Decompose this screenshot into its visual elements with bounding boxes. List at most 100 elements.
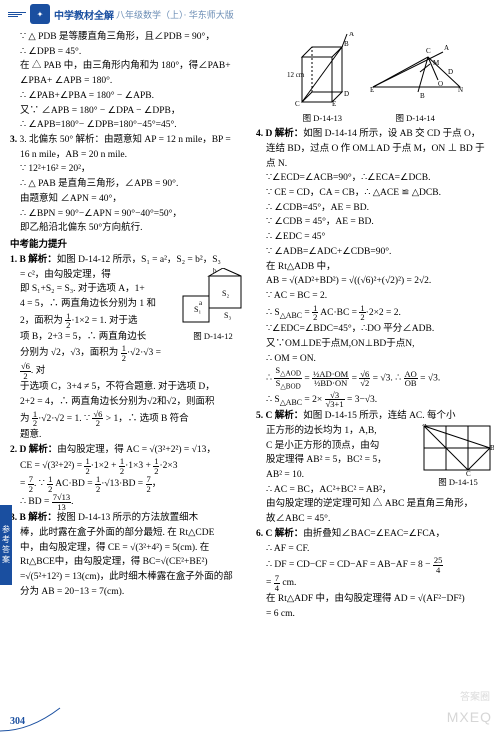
text-line: AB = √(AD²+BD²) = √((√6)²+(√2)²) = 2√2. xyxy=(256,274,494,289)
text-line: = 72. ∵ 12 AC·BD = 12·√13·BD = 72， xyxy=(10,475,248,493)
svg-text:A: A xyxy=(349,32,354,38)
sidebar-label: 参考答案 xyxy=(0,505,12,585)
svg-text:C: C xyxy=(466,470,471,476)
text-line: 按图 D-14-13 所示的方法放置细木 xyxy=(57,513,198,523)
series-logo: ✦ xyxy=(30,4,50,24)
text-line: 16 n mile，AB = 20 n mile. xyxy=(10,148,248,163)
q6-label: 6. C 解析： xyxy=(256,529,303,539)
series-title: 中学教材全解 xyxy=(54,7,114,22)
text-line: 为 12·√2·√2 = 1. ∵ √62 > 1，∴ 选项 B 符合 xyxy=(10,410,248,428)
text-line: ∵ △ PDB 是等腰直角三角形，且∠PDB = 90°， xyxy=(10,30,248,45)
right-column: A B C D E 12 cm 图 D-14-13 E B xyxy=(252,30,494,622)
text-line: ∵∠EDC=∠BDC=45°，∴DO 平分∠ADB. xyxy=(256,322,494,337)
text-line: ∵ CE = CD，CA = CB，∴ △ACE ≌ △DCB. xyxy=(256,186,494,201)
text-line: 点 N. xyxy=(256,157,494,172)
text-line: 即乙船沿北偏东 50°方向航行. xyxy=(10,221,248,236)
header-decoration xyxy=(8,12,26,17)
text-line: CE = √(3²+2²) = 12·1×2 + 12·1×3 + 12·2×3 xyxy=(10,457,248,475)
figure-d14-14: E B N C A M D O 图 D-14-14 xyxy=(368,32,463,125)
text-line: = 74 cm. xyxy=(256,574,494,592)
q3-label: 3. xyxy=(10,135,20,145)
figure-d14-12: S₁ S₂ a b S₃ 图 D-14-12 xyxy=(178,268,248,343)
svg-text:B: B xyxy=(490,444,494,452)
text-line: 又∵OM⊥DE于点M,ON⊥BD于点N, xyxy=(256,337,494,352)
q5-label: 5. C 解析： xyxy=(256,411,303,421)
text-line: ∴ OM = ON. xyxy=(256,352,494,367)
text-line: ∴ ∠CDB=45°，AE = BD. xyxy=(256,201,494,216)
svg-text:S₃: S₃ xyxy=(224,311,231,320)
svg-text:B: B xyxy=(344,40,349,48)
figure-d14-13: A B C D E 12 cm 图 D-14-13 xyxy=(287,32,357,125)
svg-text:12 cm: 12 cm xyxy=(287,71,305,79)
svg-text:a: a xyxy=(199,299,203,307)
page-header: ✦ 中学教材全解 八年级数学（上）· 华东师大版 xyxy=(0,0,500,28)
text-line: 由折叠知∠BAC=∠EAC=∠FCA， xyxy=(303,529,445,539)
svg-text:b: b xyxy=(213,268,217,275)
text-line: ∴ ∠PAB+∠PBA = 180° − ∠APB. xyxy=(10,89,248,104)
text-line: ∴ ∠APB=180°− ∠DPB=180°−45°=45°. xyxy=(10,118,248,133)
text-line: ∴ BD = 7√1313. xyxy=(10,493,248,511)
text-line: 在 △ PAB 中，由三角形内角和为 180°，得∠PAB+ xyxy=(10,59,248,74)
svg-text:E: E xyxy=(370,86,374,94)
fig-caption: 图 D-14-15 xyxy=(422,476,494,489)
text-line: 分别为 √2，√3，面积为 12·√2·√3 = √62. 对 xyxy=(10,344,248,380)
svg-text:B: B xyxy=(420,92,425,100)
text-line: Rt△BCE中，由勾股定理，得 BC=√(CE²+BE²) xyxy=(10,555,248,570)
q4-label: 4. D 解析： xyxy=(256,129,303,139)
svg-text:A: A xyxy=(422,424,427,428)
figure-row: A B C D E 12 cm 图 D-14-13 E B xyxy=(256,30,494,127)
text-line: 题意. xyxy=(10,428,248,443)
page-content: ∵ △ PDB 是等腰直角三角形，且∠PDB = 90°， ∴ ∠DPB = 4… xyxy=(0,28,500,624)
text-line: ∴ S△AODS△BOD = ½AD·OM½BD·ON = √6√2 = √3.… xyxy=(256,366,494,391)
fig-caption: 图 D-14-12 xyxy=(178,330,248,343)
svg-text:M: M xyxy=(433,59,440,67)
watermark-text: MXEQ xyxy=(447,709,492,725)
text-line: ∴ S△ABC = 12 AC·BC = 12·2×2 = 2. xyxy=(256,304,494,322)
book-title: 八年级数学（上）· 华东师大版 xyxy=(116,8,234,21)
figure-d14-15: A B C 图 D-14-15 xyxy=(422,424,494,489)
text-line: ∵ AC = BC = 2. xyxy=(256,289,494,304)
svg-text:S₂: S₂ xyxy=(222,289,229,298)
q1-label: 1. B 解析： xyxy=(10,255,57,265)
text-line: =√(5²+12²) = 13(cm)，此时细木棒露在盒子外面的部 xyxy=(10,570,248,585)
section-heading: 中考能力提升 xyxy=(10,238,248,253)
text-line: = 6 cm. xyxy=(256,607,494,622)
text-line: ∵ ∠CDB = 45°，AE = BD. xyxy=(256,215,494,230)
text-line: ∵∠ECD=∠ACB=90°，∴∠ECA=∠DCB. xyxy=(256,171,494,186)
text-line: ∴ S△ABC = 2× √3√3+1 = 3−√3. xyxy=(256,391,494,409)
text-line: 如图 D-14-12 所示，S₁ = a²，S₂ = b²，S₃ xyxy=(57,255,221,265)
svg-text:O: O xyxy=(438,80,443,88)
text-line: 由勾股定理的逆定理可知 △ ABC 是直角三角形， xyxy=(256,497,494,512)
text-line: 如图 D-14-15 所示，连结 AC. 每个小 xyxy=(303,411,455,421)
svg-text:E: E xyxy=(332,100,336,108)
text-line: ∴ ∠EDC = 45° xyxy=(256,230,494,245)
svg-text:A: A xyxy=(444,44,449,52)
text-line: ∵ ∠ADB=∠ADC+∠CDB=90°. xyxy=(256,245,494,260)
q2-label: 2. D 解析： xyxy=(10,445,57,455)
text-line: 由题意知 ∠APN = 40°， xyxy=(10,192,248,207)
text-line: 分为 AB = 20−13 = 7(cm). xyxy=(10,585,248,600)
text-line: ∴ AF = CF. xyxy=(256,542,494,557)
fig-caption: 图 D-14-14 xyxy=(368,112,463,125)
text-line: 中，由勾股定理，得 CE = √(3²+4²) = 5(cm). 在 xyxy=(10,541,248,556)
text-line: ∴ ∠BPN = 90°−∠APN = 90°−40°=50°， xyxy=(10,207,248,222)
text-line: 故∠ABC = 45°. xyxy=(256,512,494,527)
text-line: 于选项 C，3+4 ≠ 5，不符合题意. 对于选项 D， xyxy=(10,380,248,395)
text-line: 连结 BD，过点 O 作 OM⊥AD 于点 M，ON ⊥ BD 于 xyxy=(256,142,494,157)
text-line: 棒，此时露在盒子外面的部分最短. 在 Rt△CDE xyxy=(10,526,248,541)
text-line: ∠PBA+ ∠APB = 180°. xyxy=(10,74,248,89)
text-line: 在 Rt△ADB 中， xyxy=(256,260,494,275)
text-line: ∴ ∠DPB = 45°. xyxy=(10,45,248,60)
fig-caption: 图 D-14-13 xyxy=(287,112,357,125)
svg-text:C: C xyxy=(295,100,300,108)
text-line: 如图 D-14-14 所示，设 AB 交 CD 于点 O， xyxy=(303,129,480,139)
text-line: 由勾股定理，得 AC = √(3²+2²) = √13， xyxy=(57,445,216,455)
text-line: 在 Rt△ADF 中，由勾股定理得 AD = √(AF²−DF²) xyxy=(256,592,494,607)
q3b-label: 3. B 解析： xyxy=(10,513,57,523)
text-line: 又∵ ∠APB = 180° − ∠DPA − ∠DPB， xyxy=(10,104,248,119)
watermark-badge: 答案圈 xyxy=(460,688,490,703)
text-line: ∴ DF = CD−CF = CD−AF = AB−AF = 8 − 254 xyxy=(256,556,494,574)
left-column: ∵ △ PDB 是等腰直角三角形，且∠PDB = 90°， ∴ ∠DPB = 4… xyxy=(10,30,252,622)
text-line: ∴ △ PAB 是直角三角形，∠APB = 90°. xyxy=(10,177,248,192)
text-line: 2+2 = 4，∴ 两直角边长分别为√2和√2，则面积 xyxy=(10,395,248,410)
